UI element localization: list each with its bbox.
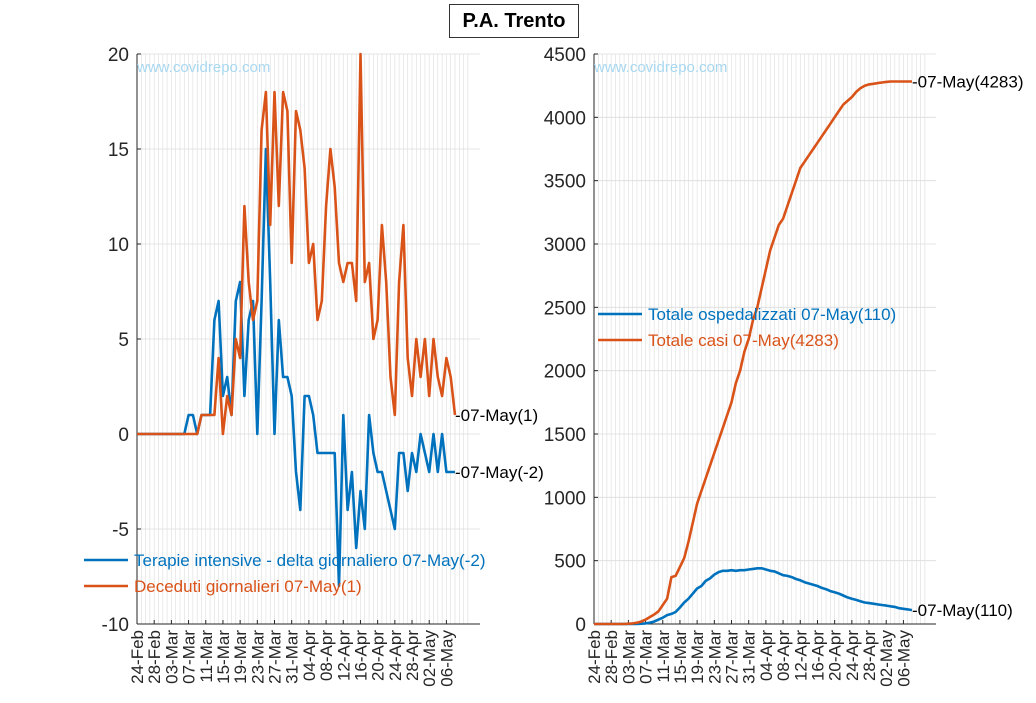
y-tick-label: 0 [575, 615, 586, 636]
x-tick-label: 31-Mar [740, 630, 759, 684]
chart-panel-1: 20 15 10 5 0 -5 -1024-Feb28-Feb03-Mar07-Mar11-… [84, 45, 544, 687]
x-tick-label: 12-Apr [791, 630, 810, 681]
series-end-label: -07-May(-2) [455, 463, 544, 482]
x-tick-label: 23-Mar [248, 630, 267, 684]
x-tick-label: 12-Apr [334, 630, 353, 681]
x-tick-label: 28-Feb [602, 630, 621, 684]
x-tick-label: 06-May [437, 630, 456, 687]
x-tick-label: 31-Mar [283, 630, 302, 684]
series-end-label: -07-May(4283) [912, 72, 1024, 91]
y-tick-label: 20 [108, 45, 129, 66]
series-line-1 [137, 147, 455, 588]
x-tick-label: 23-Mar [705, 630, 724, 684]
y-tick-label: 15 [108, 140, 129, 161]
y-tick-label: 1000 [544, 488, 586, 509]
y-tick-label: 10 [108, 235, 129, 256]
y-tick-label: 5 [118, 330, 129, 351]
series-line-2 [594, 80, 912, 626]
x-tick-label: 15-Mar [671, 630, 690, 684]
x-tick-label: 28-Feb [145, 630, 164, 684]
x-tick-label: 08-Apr [317, 630, 336, 681]
x-tick-label: 02-May [877, 630, 896, 687]
x-tick-label: 24-Feb [128, 630, 147, 684]
y-tick-label: 2500 [544, 298, 586, 319]
y-tick-label: 1500 [544, 425, 586, 446]
legend-entry: Deceduti giornalieri 07-May(1) [134, 577, 362, 596]
legend-entry: Totale ospedalizzati 07-May(110) [648, 305, 896, 324]
x-tick-label: 27-Mar [723, 630, 742, 684]
x-tick-label: 28-Apr [403, 630, 422, 681]
x-tick-label: 04-Apr [757, 630, 776, 681]
series-line-1 [594, 566, 913, 626]
x-tick-label: 27-Mar [266, 630, 285, 684]
y-tick-label: 4500 [544, 45, 586, 66]
x-tick-label: 08-Apr [774, 630, 793, 681]
x-tick-label: 20-Apr [369, 630, 388, 681]
x-tick-label: 03-Mar [162, 630, 181, 684]
x-tick-label: 11-Mar [197, 630, 216, 683]
x-tick-label: 16-Apr [351, 630, 370, 681]
y-tick-label: 3500 [544, 172, 586, 193]
x-tick-label: 19-Mar [231, 630, 250, 684]
x-tick-label: 24-Apr [843, 630, 862, 681]
x-tick-label: 03-Mar [619, 630, 638, 684]
watermark: www.covidrepo.com [136, 59, 270, 76]
x-tick-label: 19-Mar [688, 630, 707, 684]
y-tick-label: 3000 [544, 235, 586, 256]
x-tick-label: 16-Apr [808, 630, 827, 681]
series-end-label: -07-May(1) [455, 406, 538, 425]
legend-entry: Totale casi 07-May(4283) [648, 331, 839, 350]
chart-title: P.A. Trento [449, 4, 579, 38]
x-tick-label: 02-May [420, 630, 439, 687]
x-tick-label: 11-Mar [654, 630, 673, 683]
chart-panel-2: 4500 4000 3500 3000 2500 2000 1500 1000 500 024-F… [544, 45, 1024, 687]
x-tick-label: 07-Mar [637, 630, 656, 684]
series-end-label: -07-May(110) [912, 601, 1013, 620]
y-tick-label: 4000 [544, 108, 586, 129]
y-tick-label: -10 [102, 615, 129, 636]
legend-entry: Terapie intensive - delta giornaliero 07… [134, 551, 486, 570]
series-line-2 [137, 52, 457, 436]
x-tick-label: 15-Mar [214, 630, 233, 684]
y-tick-label: 2000 [544, 362, 586, 383]
x-tick-label: 20-Apr [826, 630, 845, 681]
x-tick-label: 07-Mar [180, 630, 199, 684]
y-tick-label: 0 [118, 425, 129, 446]
x-tick-label: 28-Apr [860, 630, 879, 681]
x-tick-label: 24-Feb [585, 630, 604, 684]
x-tick-label: 04-Apr [300, 630, 319, 681]
x-tick-label: 06-May [894, 630, 913, 687]
y-tick-label: -5 [112, 520, 129, 541]
x-tick-label: 24-Apr [386, 630, 405, 681]
watermark: www.covidrepo.com [593, 59, 727, 76]
y-tick-label: 500 [554, 552, 586, 573]
